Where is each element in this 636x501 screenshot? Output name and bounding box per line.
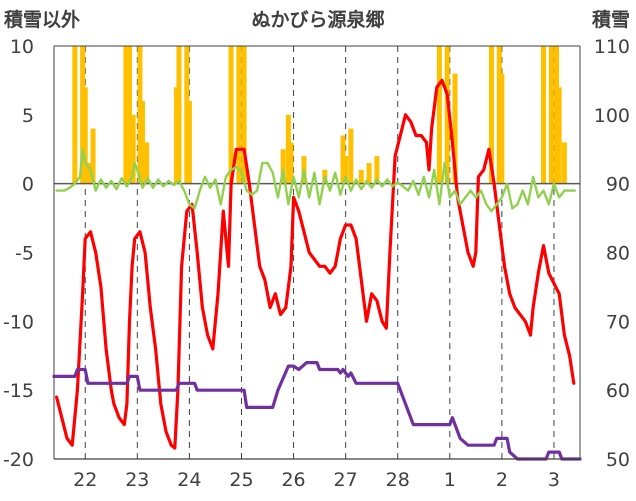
- x-tick-label: 26: [281, 469, 305, 491]
- bar-29: [436, 46, 442, 184]
- bar-1: [80, 46, 86, 184]
- wind-line: [55, 148, 576, 213]
- bar-17: [241, 46, 247, 184]
- bar-15: [228, 46, 234, 184]
- left-tick-label: -20: [3, 449, 34, 471]
- bar-13: [184, 46, 190, 184]
- bar-27: [366, 163, 372, 184]
- bar-33: [496, 46, 502, 184]
- left-tick-label: -10: [3, 311, 34, 333]
- left-tick-label: 5: [22, 105, 34, 127]
- series-lines: [52, 78, 582, 461]
- bar-30: [444, 46, 450, 184]
- x-tick-label: 2: [496, 469, 508, 491]
- left-tick-label: -5: [15, 243, 34, 265]
- bar-36: [548, 46, 554, 184]
- bar-37: [554, 46, 560, 184]
- right-tick-label: 90: [606, 174, 630, 196]
- bar-24: [343, 156, 349, 184]
- x-tick-label: 27: [334, 469, 358, 491]
- temperature-line: [55, 78, 576, 450]
- bar-25: [348, 128, 354, 184]
- bar-10: [144, 142, 150, 184]
- bar-4: [90, 128, 96, 184]
- left-axis: 10 5 0 -5 -10 -15 -20: [3, 36, 34, 471]
- bar-23: [340, 135, 346, 184]
- x-tick-label: 25: [229, 469, 253, 491]
- left-tick-label: -15: [3, 380, 34, 402]
- plot-frame: [53, 45, 581, 460]
- bar-3: [86, 163, 92, 184]
- snowfall-bars: [72, 46, 567, 184]
- bar-35: [541, 46, 547, 184]
- right-tick-label: 110: [594, 36, 630, 58]
- bar-19: [285, 114, 291, 184]
- bar-26: [358, 169, 364, 184]
- bar-16: [236, 46, 242, 184]
- bar-28: [374, 156, 380, 184]
- right-tick-label: 80: [606, 243, 630, 265]
- bar-5: [123, 46, 129, 184]
- bar-14: [186, 101, 192, 184]
- bar-2: [82, 87, 88, 184]
- bar-18: [280, 149, 286, 184]
- x-tick-label: 23: [125, 469, 149, 491]
- bar-31: [452, 73, 458, 184]
- bar-20: [288, 142, 294, 184]
- bar-7: [130, 114, 136, 184]
- left-axis-label: 積雪以外: [4, 8, 80, 31]
- x-tick-label: 1: [444, 469, 456, 491]
- bar-32: [488, 46, 494, 184]
- bar-8: [137, 46, 143, 184]
- x-tick-label: 3: [548, 469, 560, 491]
- x-tick-label: 24: [177, 469, 201, 491]
- bar-6: [127, 46, 133, 184]
- bar-11: [173, 87, 179, 184]
- right-tick-label: 70: [606, 311, 630, 333]
- right-axis: 110 100 90 80 70 60 50: [594, 36, 630, 471]
- x-tick-label: 28: [386, 469, 410, 491]
- bar-9: [140, 101, 146, 184]
- right-tick-label: 100: [594, 105, 630, 127]
- left-tick-label: 10: [10, 36, 34, 58]
- x-tick-label: 22: [73, 469, 97, 491]
- x-axis: 22 23 24 25 26 27 28 1 2 3: [73, 469, 560, 491]
- bar-38: [556, 87, 562, 184]
- right-axis-label: 積雪: [592, 8, 630, 31]
- bar-0: [72, 46, 78, 184]
- right-tick-label: 60: [606, 380, 630, 402]
- snow-depth-line: [52, 361, 582, 461]
- left-tick-label: 0: [22, 174, 34, 196]
- bar-34: [499, 73, 505, 184]
- chart-title: ぬかびら源泉郷: [251, 8, 384, 31]
- bar-12: [176, 46, 182, 184]
- bar-39: [561, 142, 567, 184]
- right-tick-label: 50: [606, 449, 630, 471]
